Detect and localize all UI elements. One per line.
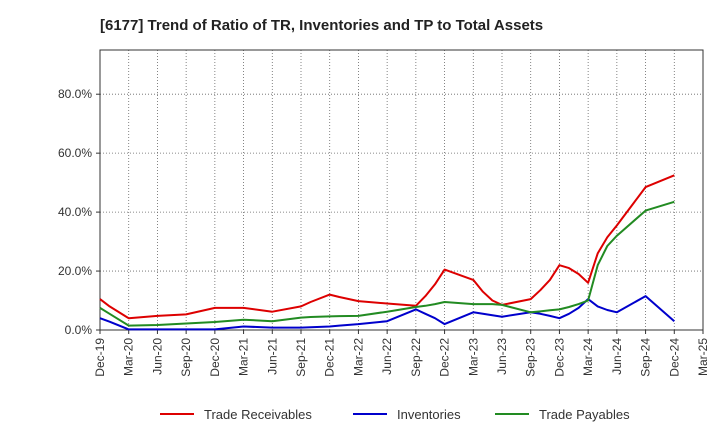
x-tick-label: Jun-22 [380, 338, 394, 375]
x-tick-label: Sep-23 [524, 338, 538, 377]
x-tick-label: Dec-21 [323, 338, 337, 377]
x-tick-label: Dec-20 [208, 338, 222, 377]
x-tick-label: Sep-22 [409, 338, 423, 377]
legend-label-trade-payables: Trade Payables [539, 407, 630, 422]
x-tick-label: Jun-24 [610, 338, 624, 375]
x-tick-label: Mar-22 [351, 338, 365, 376]
series-lines [99, 174, 675, 331]
x-tick-label: Dec-23 [552, 338, 566, 377]
grid-lines [99, 50, 704, 331]
chart-title: [6177] Trend of Ratio of TR, Inventories… [100, 17, 543, 34]
x-tick-label: Mar-20 [122, 338, 136, 376]
x-tick-label: Mar-24 [581, 338, 595, 376]
y-tick-label: 80.0% [58, 87, 92, 101]
legend-label-inventories: Inventories [397, 407, 461, 422]
x-tick-label: Jun-23 [495, 338, 509, 375]
x-tick-label: Dec-24 [667, 338, 681, 377]
legend-label-trade-receivables: Trade Receivables [204, 407, 312, 422]
x-tick-label: Mar-21 [237, 338, 251, 376]
x-tick-label: Mar-23 [466, 338, 480, 376]
y-axis-ticks: 0.0% 20.0% 40.0% 60.0% 80.0% [58, 87, 100, 337]
plot-frame [99, 49, 704, 331]
legend: Trade Receivables Inventories Trade Payabl… [160, 407, 630, 422]
x-tick-label: Jun-21 [265, 338, 279, 375]
x-axis-ticks: Dec-19 Mar-20 Jun-20 Sep-20 Dec-20 Mar-21 Jun-… [93, 330, 710, 377]
x-tick-label: Sep-24 [639, 338, 653, 377]
x-tick-label: Sep-20 [179, 338, 193, 377]
series-line-trade-receivables [99, 174, 675, 320]
series-line-inventories [99, 295, 675, 331]
y-tick-label: 60.0% [58, 146, 92, 160]
x-tick-label: Sep-21 [294, 338, 308, 377]
x-tick-label: Mar-25 [696, 338, 710, 376]
x-tick-label: Jun-20 [150, 338, 164, 375]
x-tick-label: Dec-19 [93, 338, 107, 377]
y-tick-label: 0.0% [65, 323, 93, 337]
x-tick-label: Dec-22 [438, 338, 452, 377]
y-tick-label: 40.0% [58, 205, 92, 219]
y-tick-label: 20.0% [58, 264, 92, 278]
axes [99, 49, 704, 331]
series-line-trade-payables [99, 200, 675, 327]
